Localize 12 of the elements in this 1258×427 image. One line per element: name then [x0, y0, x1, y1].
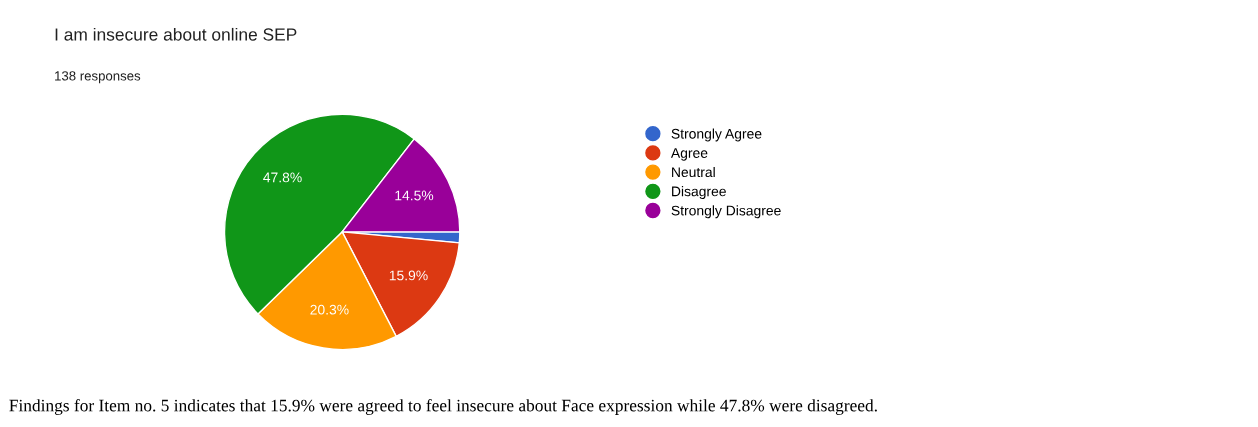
data-label: 20.3% [310, 304, 349, 315]
chart-title: I am insecure about online SEP [55, 27, 297, 41]
data-label: 14.5% [395, 190, 434, 201]
text: Findings for Item no. 5 indicates that 15.9% were agreed to feel insecure about Face expression while 47.8% were disagreed. [9, 399, 877, 415]
text: 138 responses [55, 71, 141, 84]
data-label: 15.9% [389, 270, 428, 281]
legend-label: Neutral [672, 166, 715, 178]
legend-label: Agree [670, 148, 708, 161]
legend-label: Disagree [672, 186, 726, 200]
data-label: 47.8% [263, 172, 302, 183]
legend-label: Strongly Agree [671, 128, 762, 142]
legend-label: Strongly Disagree [671, 205, 781, 219]
